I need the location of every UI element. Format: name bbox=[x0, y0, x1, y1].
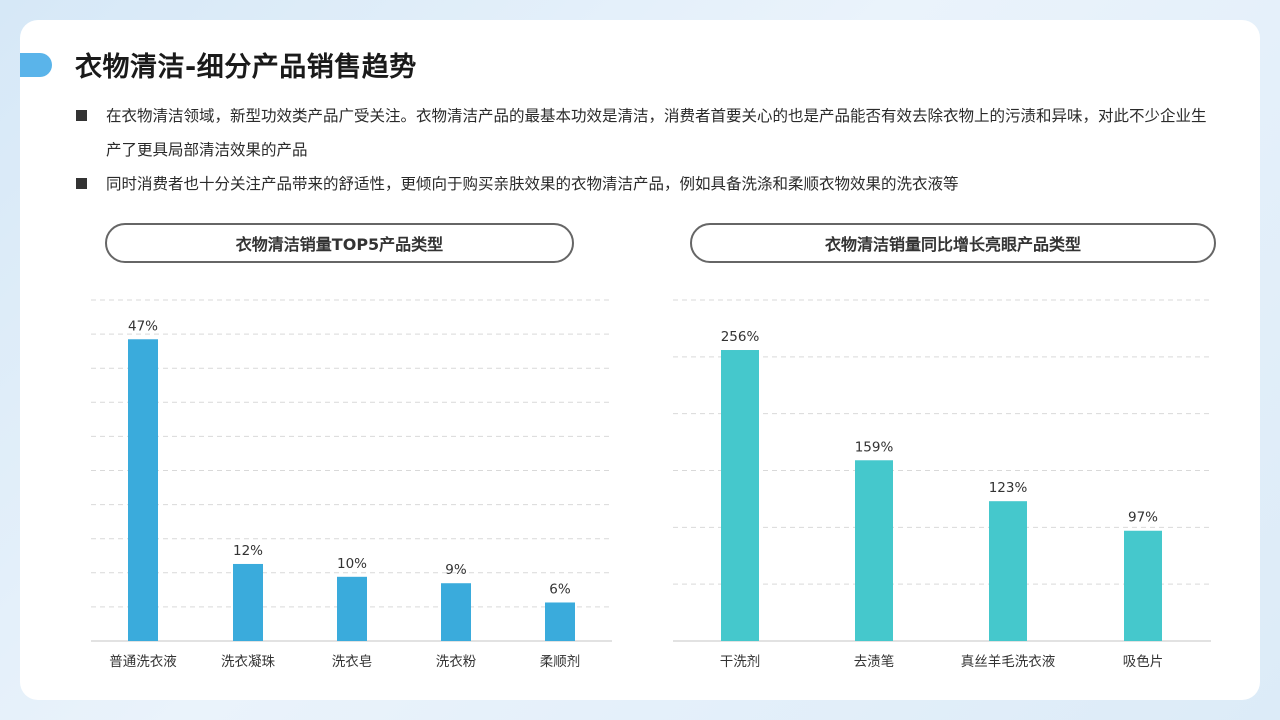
title-accent-marker bbox=[20, 53, 52, 77]
bar-洗衣皂 bbox=[337, 576, 367, 641]
bullet-item: 同时消费者也十分关注产品带来的舒适性，更倾向于购买亲肤效果的衣物清洁产品，例如具… bbox=[75, 167, 1215, 201]
category-label: 干洗剂 bbox=[720, 654, 761, 670]
category-label: 洗衣皂 bbox=[332, 654, 373, 670]
chart-title-pill-growth: 衣物清洁销量同比增长亮眼产品类型 bbox=[690, 223, 1216, 263]
bar-value-label: 6% bbox=[549, 581, 571, 597]
bar-value-label: 159% bbox=[855, 439, 894, 455]
bar-吸色片 bbox=[1124, 530, 1162, 641]
bar-普通洗衣液 bbox=[128, 339, 158, 641]
bar-value-label: 123% bbox=[989, 480, 1028, 496]
content-card bbox=[20, 20, 1260, 700]
bar-去渍笔 bbox=[855, 460, 893, 641]
bar-洗衣凝珠 bbox=[233, 563, 263, 641]
category-label: 吸色片 bbox=[1123, 653, 1164, 670]
chart-title-pill-top5: 衣物清洁销量TOP5产品类型 bbox=[105, 223, 574, 263]
category-label: 真丝羊毛洗衣液 bbox=[961, 654, 1056, 670]
bar-洗衣粉 bbox=[441, 583, 471, 641]
category-label: 洗衣粉 bbox=[436, 654, 477, 670]
bullet-list: 在衣物清洁领域，新型功效类产品广受关注。衣物清洁产品的最基本功效是清洁，消费者首… bbox=[75, 99, 1215, 201]
category-label: 去渍笔 bbox=[854, 654, 895, 670]
bar-干洗剂 bbox=[721, 350, 759, 641]
bar-柔顺剂 bbox=[545, 602, 575, 641]
category-label: 柔顺剂 bbox=[540, 654, 581, 670]
bullet-square-icon bbox=[76, 178, 87, 189]
bar-value-label: 47% bbox=[128, 318, 158, 334]
bullet-text: 在衣物清洁领域，新型功效类产品广受关注。衣物清洁产品的最基本功效是清洁，消费者首… bbox=[106, 107, 1207, 159]
bullet-item: 在衣物清洁领域，新型功效类产品广受关注。衣物清洁产品的最基本功效是清洁，消费者首… bbox=[75, 99, 1215, 167]
category-label: 普通洗衣液 bbox=[109, 654, 177, 670]
bar-value-label: 256% bbox=[721, 329, 760, 345]
bullet-text: 同时消费者也十分关注产品带来的舒适性，更倾向于购买亲肤效果的衣物清洁产品，例如具… bbox=[106, 175, 959, 193]
bar-value-label: 97% bbox=[1128, 510, 1158, 526]
bar-value-label: 9% bbox=[445, 562, 467, 578]
bar-value-label: 10% bbox=[337, 556, 367, 572]
bar-真丝羊毛洗衣液 bbox=[989, 501, 1027, 641]
bullet-square-icon bbox=[76, 110, 87, 121]
bar-value-label: 12% bbox=[233, 543, 263, 559]
category-label: 洗衣凝珠 bbox=[221, 654, 275, 670]
page-title: 衣物清洁-细分产品销售趋势 bbox=[75, 52, 417, 83]
